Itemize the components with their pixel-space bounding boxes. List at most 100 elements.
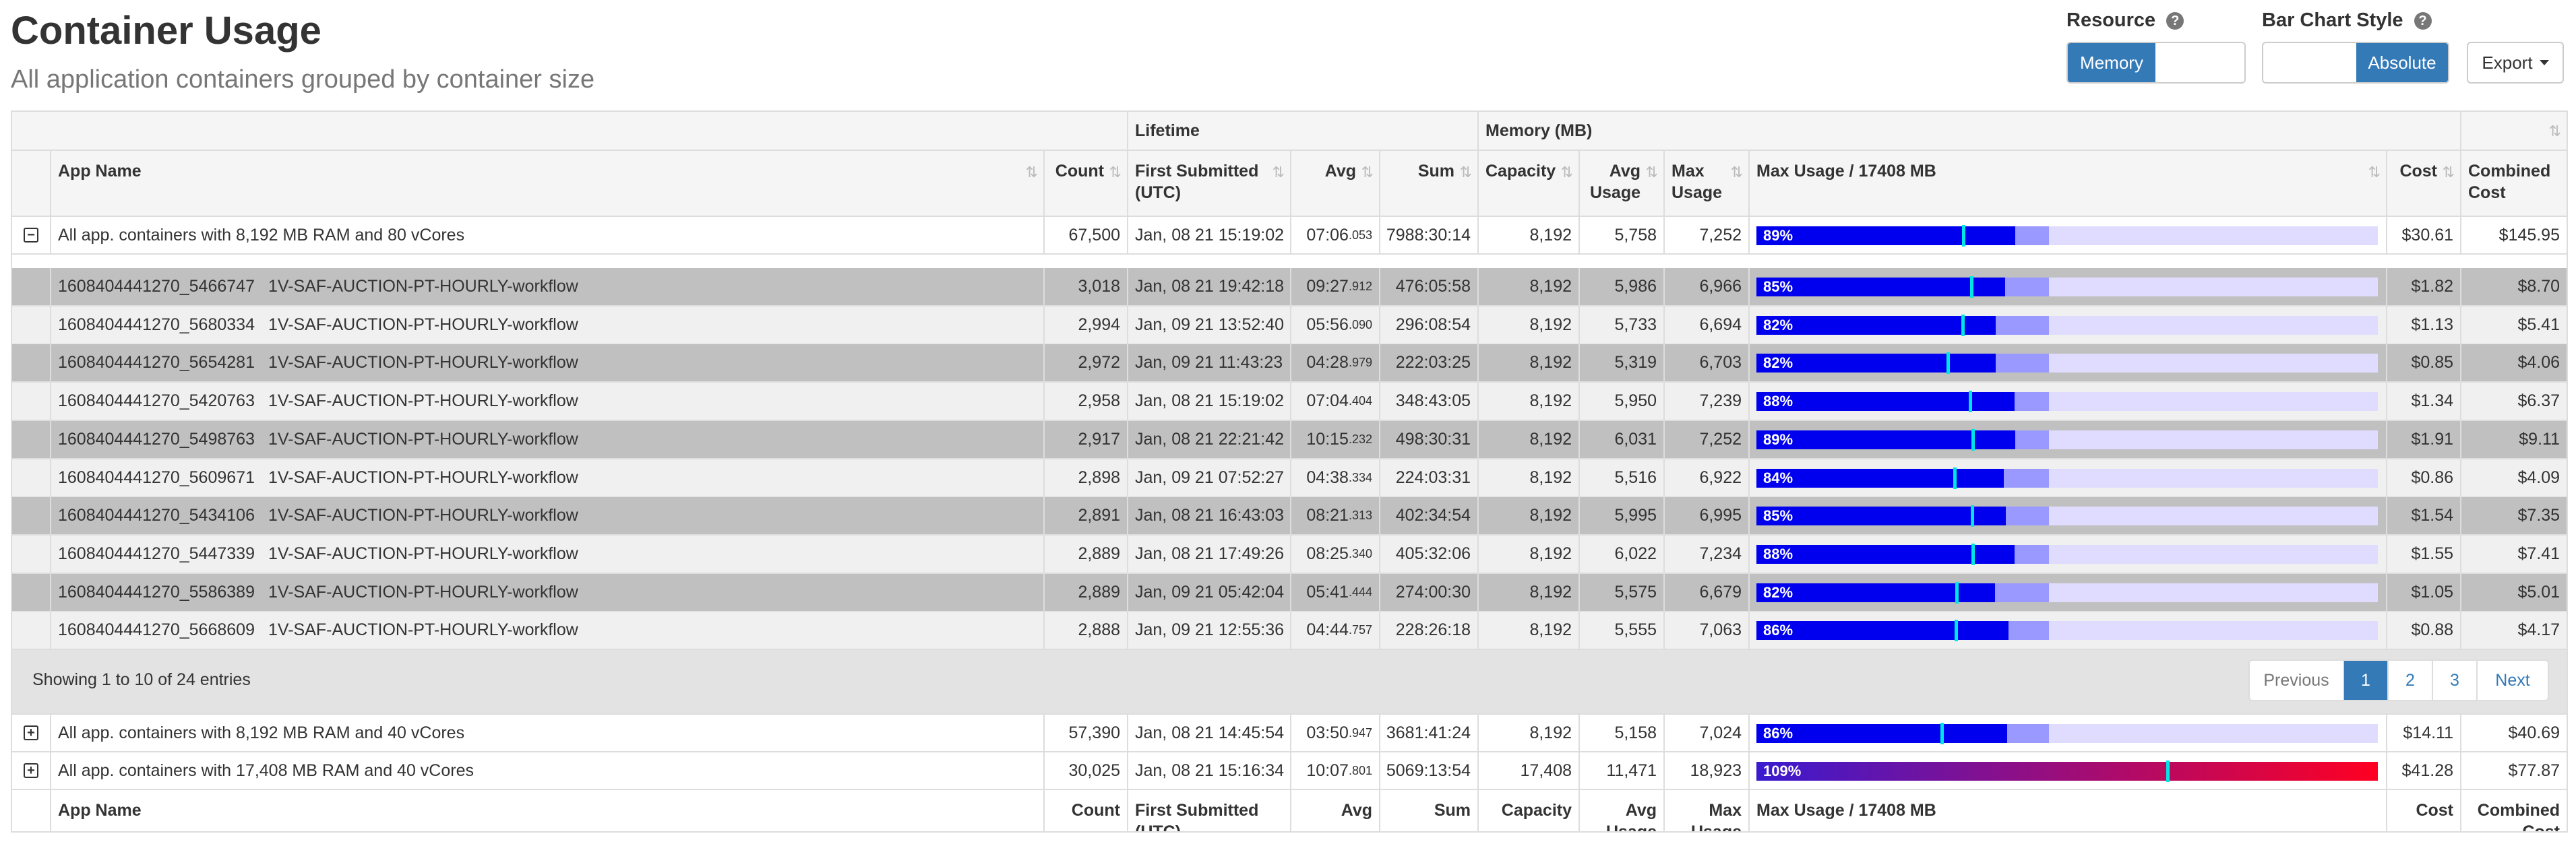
bar-overflow-fill xyxy=(1756,762,2378,781)
expand-icon[interactable]: + xyxy=(24,763,38,778)
help-icon[interactable]: ? xyxy=(2414,11,2432,30)
sort-icon[interactable]: ⇅ xyxy=(2548,123,2561,139)
col-header-app-name[interactable]: App Name ⇅ xyxy=(50,151,1043,216)
sum-cell: 405:32:06 xyxy=(1379,536,1477,573)
max-usage-bar-cell: 89% xyxy=(1748,421,2386,458)
app-name-cell: 1608404441270_5434106 1V-SAF-AUCTION-PT-H… xyxy=(50,497,1043,534)
combined-cost-cell: $40.69 xyxy=(2460,715,2567,751)
sort-icon[interactable]: ⇅ xyxy=(1025,164,1038,181)
bar-max-usage xyxy=(1756,724,2008,743)
bar-max-usage xyxy=(1756,583,1995,602)
col-header-first-submitted[interactable]: First Submitted (UTC) ⇅ xyxy=(1127,151,1290,216)
column-header-row: App Name ⇅ Count ⇅ First Submitted (UTC) ⇅ Avg… xyxy=(12,151,2567,217)
cost-cell: $1.54 xyxy=(2386,497,2460,534)
app-id: 1608404441270_5586389 xyxy=(58,583,255,602)
capacity-cell: 8,192 xyxy=(1477,344,1578,381)
col-header-capacity[interactable]: Capacity ⇅ xyxy=(1477,151,1578,216)
app-workflow-name: 1V-SAF-AUCTION-PT-HOURLY-workflow xyxy=(268,391,578,410)
usage-percent-label: 86% xyxy=(1763,622,1793,639)
avg-ms-value: .757 xyxy=(1348,623,1372,637)
combined-cost-cell: $145.95 xyxy=(2460,217,2567,253)
avg-usage-cell: 5,158 xyxy=(1578,715,1663,751)
row-spacer xyxy=(12,383,50,420)
max-usage-cell: 6,995 xyxy=(1663,497,1748,534)
app-name-cell: 1608404441270_5680334 1V-SAF-AUCTION-PT-H… xyxy=(50,306,1043,344)
sort-icon[interactable]: ⇅ xyxy=(1560,164,1573,181)
col-footer-avg-usage: Avg Usage xyxy=(1578,790,1663,831)
bar-style-option-other[interactable] xyxy=(2263,43,2356,82)
group-toggle[interactable]: − xyxy=(12,217,50,253)
col-header-max-usage[interactable]: Max Usage ⇅ xyxy=(1663,151,1748,216)
group-toggle[interactable]: + xyxy=(12,752,50,789)
col-header-cost[interactable]: Cost ⇅ xyxy=(2386,151,2460,216)
sort-icon[interactable]: ⇅ xyxy=(1109,164,1122,181)
first-submitted-cell: Jan, 08 21 22:21:42 xyxy=(1127,421,1290,458)
resource-option-memory[interactable]: Memory xyxy=(2068,43,2155,82)
table-footer: Showing 1 to 10 of 24 entries Previous 1 2 3… xyxy=(12,650,2567,715)
entries-info: Showing 1 to 10 of 24 entries xyxy=(32,670,251,689)
capacity-cell: 8,192 xyxy=(1477,536,1578,573)
avg-usage-cell: 5,733 xyxy=(1578,306,1663,344)
group-toggle[interactable]: + xyxy=(12,715,50,751)
count-cell: 30,025 xyxy=(1043,752,1127,789)
usage-percent-label: 88% xyxy=(1763,546,1793,562)
avg-cell: 10:07.801 xyxy=(1290,752,1379,789)
sort-icon[interactable]: ⇅ xyxy=(2368,164,2381,181)
sort-icon[interactable]: ⇅ xyxy=(1361,164,1374,181)
max-usage-bar-cell: 82% xyxy=(1748,344,2386,381)
avg-value: 10:07 xyxy=(1306,760,1349,780)
sum-cell: 5069:13:54 xyxy=(1379,752,1477,789)
row-spacer xyxy=(12,421,50,458)
col-header-combined-cost[interactable]: Combined Cost xyxy=(2460,151,2567,216)
pagination-page-2[interactable]: 2 xyxy=(2387,661,2432,700)
bar-style-option-absolute[interactable]: Absolute xyxy=(2356,43,2448,82)
export-button[interactable]: Export xyxy=(2467,42,2564,84)
pagination-page-3[interactable]: 3 xyxy=(2432,661,2476,700)
sort-icon[interactable]: ⇅ xyxy=(1272,164,1285,181)
avg-usage-cell: 6,031 xyxy=(1578,421,1663,458)
app-id: 1608404441270_5434106 xyxy=(58,506,255,525)
usage-percent-label: 82% xyxy=(1763,317,1793,333)
row-spacer xyxy=(12,536,50,573)
count-cell: 2,917 xyxy=(1043,421,1127,458)
sort-icon[interactable]: ⇅ xyxy=(1730,164,1743,181)
max-usage-cell: 6,703 xyxy=(1663,344,1748,381)
capacity-cell: 8,192 xyxy=(1477,715,1578,751)
first-submitted-cell: Jan, 08 21 16:43:03 xyxy=(1127,497,1290,534)
capacity-cell: 8,192 xyxy=(1477,383,1578,420)
combined-cost-cell: $4.17 xyxy=(2460,612,2567,649)
col-header-max-usage-bar[interactable]: Max Usage / 17408 MB ⇅ xyxy=(1748,151,2386,216)
collapse-icon[interactable]: − xyxy=(24,228,38,242)
col-header-avg-usage[interactable]: Avg Usage ⇅ xyxy=(1578,151,1663,216)
sort-icon[interactable]: ⇅ xyxy=(1645,164,1658,181)
row-spacer xyxy=(12,459,50,496)
avg-usage-cell: 5,758 xyxy=(1578,217,1663,253)
combined-cost-cell: $7.41 xyxy=(2460,536,2567,573)
sum-cell: 498:30:31 xyxy=(1379,421,1477,458)
bar-max-usage xyxy=(1756,226,2016,245)
expand-col-footer xyxy=(12,790,50,831)
cost-cell: $1.82 xyxy=(2386,268,2460,305)
help-icon[interactable]: ? xyxy=(2166,11,2184,30)
resource-option-other[interactable] xyxy=(2155,43,2244,82)
col-header-sum[interactable]: Sum ⇅ xyxy=(1379,151,1477,216)
first-submitted-cell: Jan, 09 21 12:55:36 xyxy=(1127,612,1290,649)
col-header-count[interactable]: Count ⇅ xyxy=(1043,151,1127,216)
pagination-previous[interactable]: Previous xyxy=(2263,670,2329,690)
usage-bar: 88% xyxy=(1756,544,2378,565)
avg-usage-marker xyxy=(1970,505,1974,527)
sort-icon[interactable]: ⇅ xyxy=(1459,164,1472,181)
sort-icon[interactable]: ⇅ xyxy=(2442,164,2455,181)
max-usage-cell: 6,679 xyxy=(1663,574,1748,611)
sum-cell: 348:43:05 xyxy=(1379,383,1477,420)
app-name-cell: 1608404441270_5586389 1V-SAF-AUCTION-PT-H… xyxy=(50,574,1043,611)
cost-cell: $1.13 xyxy=(2386,306,2460,344)
col-header-avg[interactable]: Avg ⇅ xyxy=(1290,151,1379,216)
expand-icon[interactable]: + xyxy=(24,725,38,740)
pagination-next[interactable]: Next xyxy=(2476,661,2548,700)
bar-max-usage xyxy=(1756,430,2016,449)
combined-cost-cell: $8.70 xyxy=(2460,268,2567,305)
pagination-page-1[interactable]: 1 xyxy=(2343,661,2387,700)
resource-label: Resource xyxy=(2066,9,2156,31)
usage-percent-label: 84% xyxy=(1763,469,1793,486)
